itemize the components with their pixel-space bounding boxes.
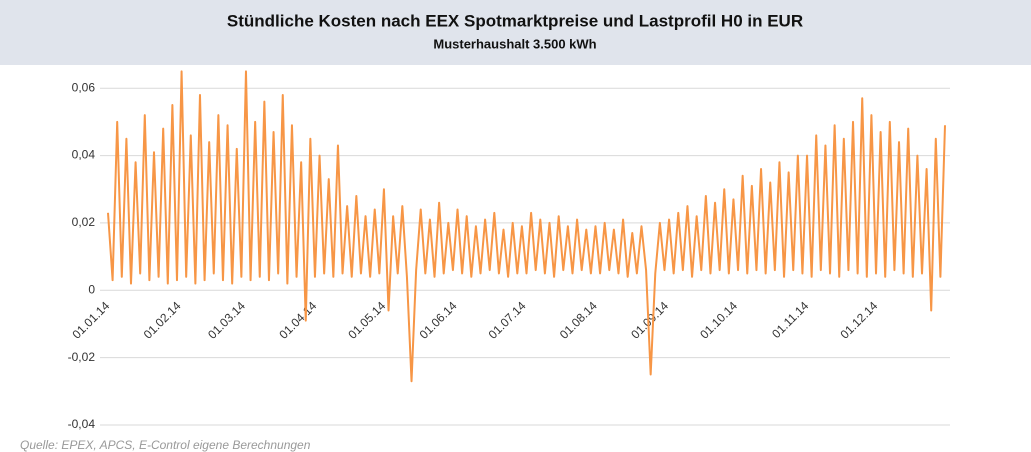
x-tick-label: 01.12.14 [837, 299, 880, 342]
x-tick-label: 01.03.14 [205, 299, 248, 342]
x-tick-label: 01.08.14 [557, 299, 600, 342]
x-tick-label: 01.07.14 [486, 299, 529, 342]
x-tick-label: 01.06.14 [417, 299, 460, 342]
source-note: Quelle: EPEX, APCS, E-Control eigene Ber… [20, 438, 311, 452]
header-band [0, 0, 1031, 65]
y-tick-label: -0,04 [68, 417, 96, 431]
chart-title: Stündliche Kosten nach EEX Spotmarktprei… [227, 11, 803, 30]
y-tick-label: 0,04 [72, 148, 96, 162]
x-tick-label: 01.02.14 [141, 299, 184, 342]
x-tick-label: 01.01.14 [69, 299, 112, 342]
x-tick-label: 01.10.14 [697, 299, 740, 342]
cost-line [107, 70, 946, 383]
x-tick-label: 01.11.14 [769, 299, 812, 342]
y-tick-label: 0,06 [72, 80, 96, 94]
chart-subtitle: Musterhaushalt 3.500 kWh [433, 36, 596, 51]
x-tick-label: 01.04.14 [276, 299, 319, 342]
y-tick-label: 0 [88, 282, 95, 296]
y-tick-label: -0,02 [68, 350, 96, 364]
x-tick-label: 01.05.14 [345, 299, 388, 342]
y-tick-label: 0,02 [72, 215, 96, 229]
